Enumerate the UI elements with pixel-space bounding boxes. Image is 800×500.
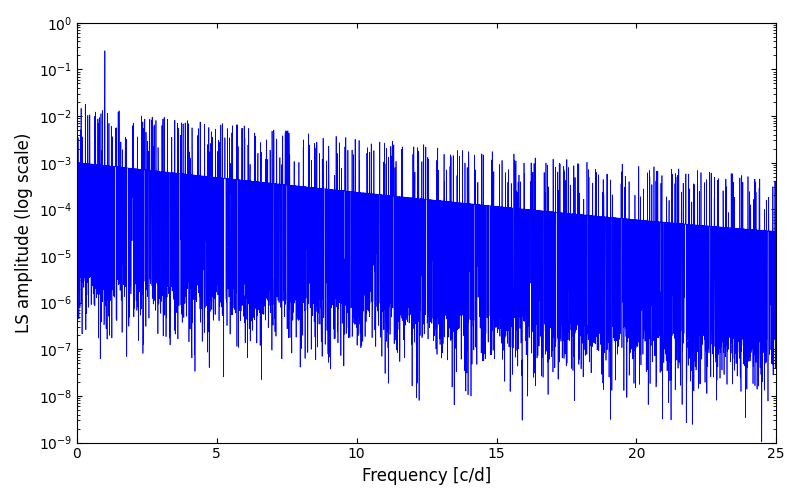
- Y-axis label: LS amplitude (log scale): LS amplitude (log scale): [15, 132, 33, 333]
- X-axis label: Frequency [c/d]: Frequency [c/d]: [362, 467, 491, 485]
